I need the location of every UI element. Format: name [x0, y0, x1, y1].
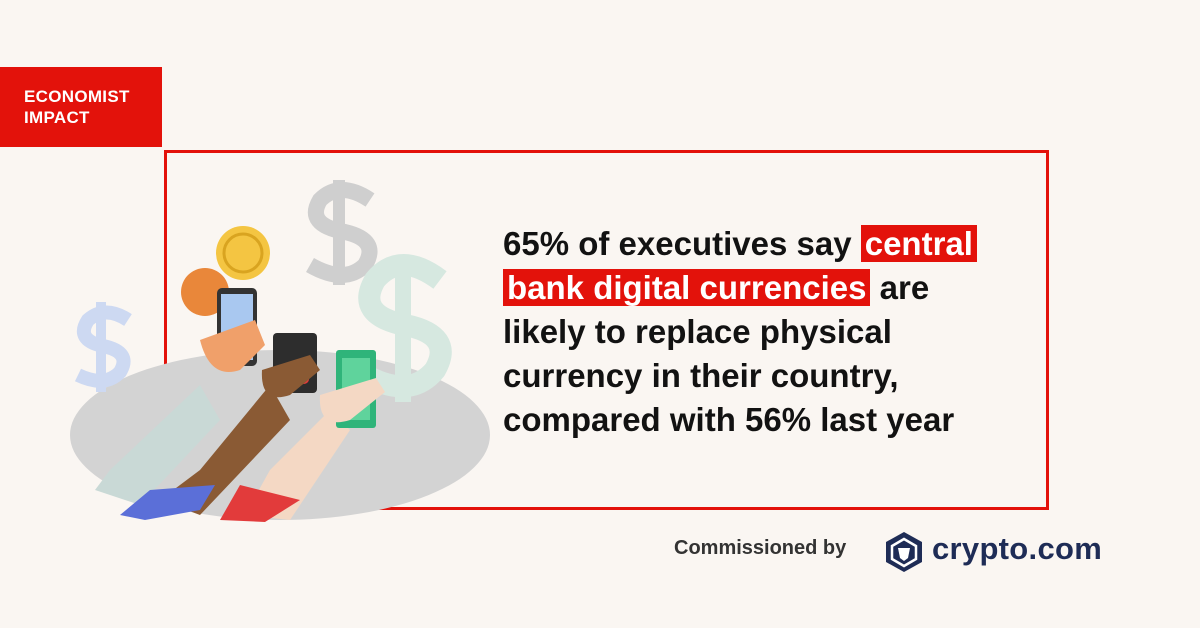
commission-label: Commissioned by [674, 537, 847, 559]
brand-block: ECONOMIST IMPACT [0, 67, 162, 147]
illustration [70, 180, 490, 522]
headline-lead: 65% of executives say [503, 225, 852, 262]
brand-line: IMPACT [24, 108, 90, 127]
headline-rest: are likely to replace physical currency … [503, 269, 955, 438]
sponsor-name: crypto.com [932, 531, 1103, 566]
sponsor-logo [886, 532, 922, 572]
headline: 65% of executives say central bank digit… [503, 222, 1003, 442]
brand-line: ECONOMIST [24, 87, 130, 106]
frame [164, 150, 1049, 510]
